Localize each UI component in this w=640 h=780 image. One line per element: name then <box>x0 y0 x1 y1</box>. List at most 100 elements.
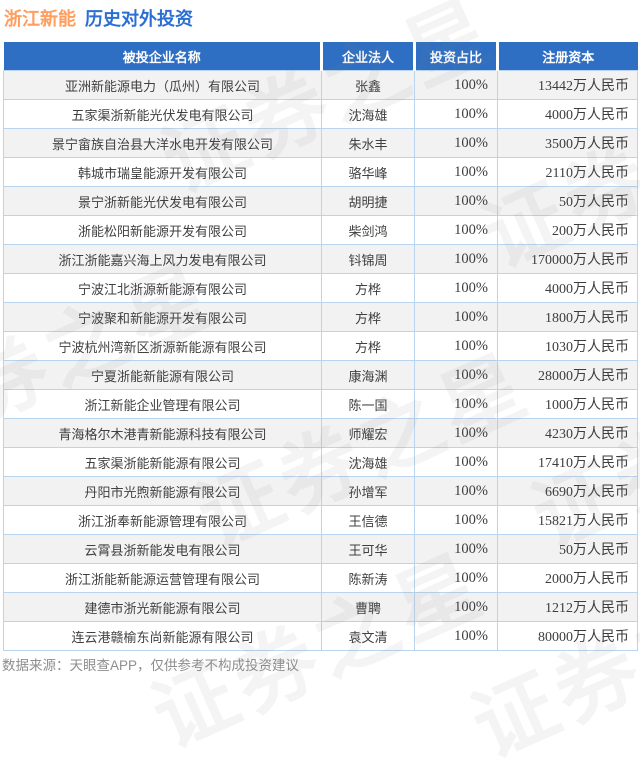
company-name-cell: 宁波江北浙源新能源有限公司 <box>3 273 322 303</box>
registered-capital-cell: 200万人民币 <box>497 215 638 245</box>
registered-capital-cell: 1212万人民币 <box>497 592 638 622</box>
column-header-registered-capital: 注册资本 <box>496 42 638 71</box>
legal-person-cell: 孙增军 <box>321 476 415 506</box>
table-header-row: 被投企业名称 企业法人 投资占比 注册资本 <box>3 42 638 71</box>
title-company-name: 浙江新能 <box>4 9 76 29</box>
registered-capital-cell: 17410万人民币 <box>497 447 638 477</box>
table-row: 宁波江北浙源新能源有限公司 方桦 100% 4000万人民币 <box>3 273 638 303</box>
investment-ratio-cell: 100% <box>414 447 498 477</box>
table-row: 浙江新能企业管理有限公司 陈一国 100% 1000万人民币 <box>3 389 638 419</box>
investment-ratio-cell: 100% <box>414 360 498 390</box>
company-name-cell: 浙江浙能嘉兴海上风力发电有限公司 <box>3 244 322 274</box>
table-body: 亚洲新能源电力（瓜州）有限公司 张鑫 100% 13442万人民币 五家渠浙新能… <box>3 70 638 651</box>
investment-ratio-cell: 100% <box>414 128 498 158</box>
investment-ratio-cell: 100% <box>414 157 498 187</box>
table-row: 云霄县浙新能发电有限公司 王可华 100% 50万人民币 <box>3 534 638 564</box>
investment-ratio-cell: 100% <box>414 331 498 361</box>
legal-person-cell: 师耀宏 <box>321 418 415 448</box>
company-name-cell: 五家渠浙能新能源有限公司 <box>3 447 322 477</box>
investment-ratio-cell: 100% <box>414 505 498 535</box>
investment-ratio-cell: 100% <box>414 186 498 216</box>
company-name-cell: 景宁浙新能光伏发电有限公司 <box>3 186 322 216</box>
legal-person-cell: 钭锦周 <box>321 244 415 274</box>
registered-capital-cell: 50万人民币 <box>497 186 638 216</box>
source-note: 数据来源：天眼查APP，仅供参考不构成投资建议 <box>2 658 300 673</box>
column-header-company: 被投企业名称 <box>3 42 322 71</box>
table-row: 五家渠浙新能光伏发电有限公司 沈海雄 100% 4000万人民币 <box>3 99 638 129</box>
table-row: 五家渠浙能新能源有限公司 沈海雄 100% 17410万人民币 <box>3 447 638 477</box>
company-name-cell: 浙江浙能新能源运营管理有限公司 <box>3 563 322 593</box>
investment-ratio-cell: 100% <box>414 418 498 448</box>
company-name-cell: 浙能松阳新能源开发有限公司 <box>3 215 322 245</box>
company-name-cell: 宁波聚和新能源开发有限公司 <box>3 302 322 332</box>
title-section-label: 历史对外投资 <box>85 9 193 29</box>
legal-person-cell: 方桦 <box>321 331 415 361</box>
legal-person-cell: 骆华峰 <box>321 157 415 187</box>
registered-capital-cell: 4230万人民币 <box>497 418 638 448</box>
company-name-cell: 浙江浙奉新能源管理有限公司 <box>3 505 322 535</box>
investment-ratio-cell: 100% <box>414 476 498 506</box>
investment-ratio-cell: 100% <box>414 244 498 274</box>
company-name-cell: 五家渠浙新能光伏发电有限公司 <box>3 99 322 129</box>
investment-ratio-cell: 100% <box>414 563 498 593</box>
registered-capital-cell: 6690万人民币 <box>497 476 638 506</box>
investment-ratio-cell: 100% <box>414 273 498 303</box>
investment-ratio-cell: 100% <box>414 389 498 419</box>
registered-capital-cell: 15821万人民币 <box>497 505 638 535</box>
table-row: 宁波杭州湾新区浙源新能源有限公司 方桦 100% 1030万人民币 <box>3 331 638 361</box>
legal-person-cell: 方桦 <box>321 273 415 303</box>
company-name-cell: 景宁畲族自治县大洋水电开发有限公司 <box>3 128 322 158</box>
table-row: 韩城市瑞皇能源开发有限公司 骆华峰 100% 2110万人民币 <box>3 157 638 187</box>
company-name-cell: 建德市浙光新能源有限公司 <box>3 592 322 622</box>
registered-capital-cell: 170000万人民币 <box>497 244 638 274</box>
company-name-cell: 浙江新能企业管理有限公司 <box>3 389 322 419</box>
legal-person-cell: 陈新涛 <box>321 563 415 593</box>
investment-ratio-cell: 100% <box>414 621 498 651</box>
registered-capital-cell: 1800万人民币 <box>497 302 638 332</box>
legal-person-cell: 陈一国 <box>321 389 415 419</box>
registered-capital-cell: 13442万人民币 <box>497 70 638 100</box>
registered-capital-cell: 1030万人民币 <box>497 331 638 361</box>
registered-capital-cell: 28000万人民币 <box>497 360 638 390</box>
legal-person-cell: 袁文清 <box>321 621 415 651</box>
legal-person-cell: 朱水丰 <box>321 128 415 158</box>
legal-person-cell: 柴剑鸿 <box>321 215 415 245</box>
registered-capital-cell: 2000万人民币 <box>497 563 638 593</box>
registered-capital-cell: 3500万人民币 <box>497 128 638 158</box>
company-name-cell: 云霄县浙新能发电有限公司 <box>3 534 322 564</box>
company-name-cell: 连云港赣榆东尚新能源有限公司 <box>3 621 322 651</box>
company-name-cell: 韩城市瑞皇能源开发有限公司 <box>3 157 322 187</box>
table-row: 建德市浙光新能源有限公司 曹聘 100% 1212万人民币 <box>3 592 638 622</box>
company-name-cell: 亚洲新能源电力（瓜州）有限公司 <box>3 70 322 100</box>
table-row: 景宁畲族自治县大洋水电开发有限公司 朱水丰 100% 3500万人民币 <box>3 128 638 158</box>
legal-person-cell: 张鑫 <box>321 70 415 100</box>
legal-person-cell: 方桦 <box>321 302 415 332</box>
table-row: 宁夏浙能新能源有限公司 康海渊 100% 28000万人民币 <box>3 360 638 390</box>
legal-person-cell: 康海渊 <box>321 360 415 390</box>
company-name-cell: 宁夏浙能新能源有限公司 <box>3 360 322 390</box>
registered-capital-cell: 50万人民币 <box>497 534 638 564</box>
registered-capital-cell: 80000万人民币 <box>497 621 638 651</box>
registered-capital-cell: 1000万人民币 <box>497 389 638 419</box>
table-row: 亚洲新能源电力（瓜州）有限公司 张鑫 100% 13442万人民币 <box>3 70 638 100</box>
table-row: 浙江浙能嘉兴海上风力发电有限公司 钭锦周 100% 170000万人民币 <box>3 244 638 274</box>
table-row: 宁波聚和新能源开发有限公司 方桦 100% 1800万人民币 <box>3 302 638 332</box>
legal-person-cell: 曹聘 <box>321 592 415 622</box>
company-name-cell: 宁波杭州湾新区浙源新能源有限公司 <box>3 331 322 361</box>
registered-capital-cell: 4000万人民币 <box>497 273 638 303</box>
page-title: 浙江新能 历史对外投资 <box>4 5 193 31</box>
investment-ratio-cell: 100% <box>414 215 498 245</box>
column-header-legal-person: 企业法人 <box>320 42 415 71</box>
table-row: 青海格尔木港青新能源科技有限公司 师耀宏 100% 4230万人民币 <box>3 418 638 448</box>
investment-table: 被投企业名称 企业法人 投资占比 注册资本 亚洲新能源电力（瓜州）有限公司 张鑫… <box>3 42 638 651</box>
investment-ratio-cell: 100% <box>414 302 498 332</box>
company-name-cell: 丹阳市光煦新能源有限公司 <box>3 476 322 506</box>
legal-person-cell: 胡明捷 <box>321 186 415 216</box>
table-row: 丹阳市光煦新能源有限公司 孙增军 100% 6690万人民币 <box>3 476 638 506</box>
table-row: 连云港赣榆东尚新能源有限公司 袁文清 100% 80000万人民币 <box>3 621 638 651</box>
registered-capital-cell: 4000万人民币 <box>497 99 638 129</box>
column-header-investment-ratio: 投资占比 <box>413 42 498 71</box>
table-row: 浙江浙能新能源运营管理有限公司 陈新涛 100% 2000万人民币 <box>3 563 638 593</box>
legal-person-cell: 王信德 <box>321 505 415 535</box>
investment-ratio-cell: 100% <box>414 99 498 129</box>
